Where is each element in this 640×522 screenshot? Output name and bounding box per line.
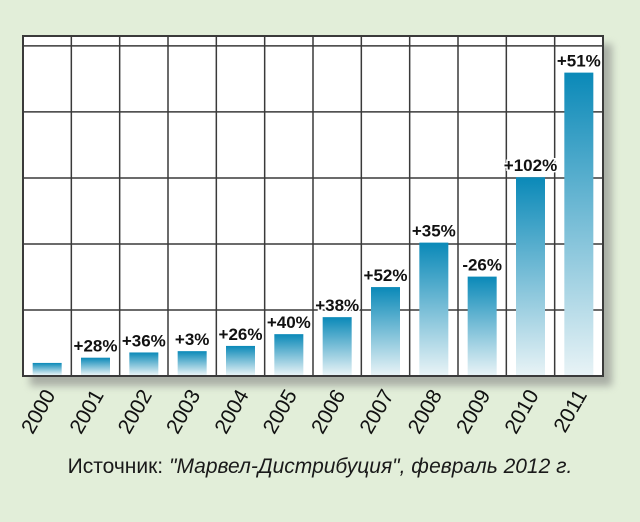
data-label-2010: +102% (504, 156, 557, 175)
data-label-2009: -26% (462, 256, 502, 275)
bar-2011 (564, 72, 594, 375)
data-label-2001: +28% (74, 337, 118, 356)
x-tick-2000: 2000 (17, 386, 60, 438)
data-label-2006: +38% (315, 296, 359, 315)
data-label-2002: +36% (122, 331, 166, 350)
data-label-2003: +3% (175, 330, 210, 349)
x-tick-2006: 2006 (307, 386, 350, 438)
bar-2004 (226, 345, 255, 375)
x-tick-2010: 2010 (500, 386, 543, 438)
x-tick-2003: 2003 (162, 386, 205, 438)
bar-2007 (371, 287, 400, 375)
x-tick-2009: 2009 (452, 386, 495, 438)
source-prefix: Источник: (67, 455, 169, 478)
x-tick-2007: 2007 (355, 386, 398, 438)
data-label-2005: +40% (267, 313, 311, 332)
x-tick-labels: 2000 2001 2002 2003 2004 2005 2006 2007 2008 2009… (17, 385, 592, 437)
x-tick-2002: 2002 (114, 386, 157, 438)
bar-2005 (274, 334, 304, 375)
bar-2000 (32, 362, 62, 375)
bar-2001 (81, 357, 110, 375)
bar-2009 (467, 276, 497, 375)
bar-2003 (177, 351, 207, 375)
source-name: "Марвел-Дистрибуция" (168, 455, 400, 478)
data-label-2004: +26% (219, 325, 263, 344)
bars (32, 72, 594, 375)
x-tick-2011: 2011 (549, 386, 592, 437)
bar-2002 (129, 352, 159, 375)
source-suffix: , февраль 2012 г. (399, 455, 573, 478)
gridlines (23, 36, 603, 376)
x-tick-2004: 2004 (210, 385, 253, 437)
data-label-2007: +52% (364, 266, 408, 285)
source-note: Источник: "Марвел-Дистрибуция", февраль … (0, 455, 640, 479)
x-tick-2005: 2005 (259, 386, 302, 438)
bar-2010 (516, 177, 545, 375)
data-label-2011: +51% (557, 52, 601, 71)
bar-2008 (419, 242, 449, 375)
data-label-2008: +35% (412, 222, 456, 241)
bar-2006 (322, 317, 352, 375)
x-tick-2008: 2008 (404, 386, 447, 438)
data-labels: +28% +36% +3% +26%+40%+38% +52% +35% -26% +102%… (72, 50, 602, 357)
x-tick-2001: 2001 (65, 386, 108, 438)
